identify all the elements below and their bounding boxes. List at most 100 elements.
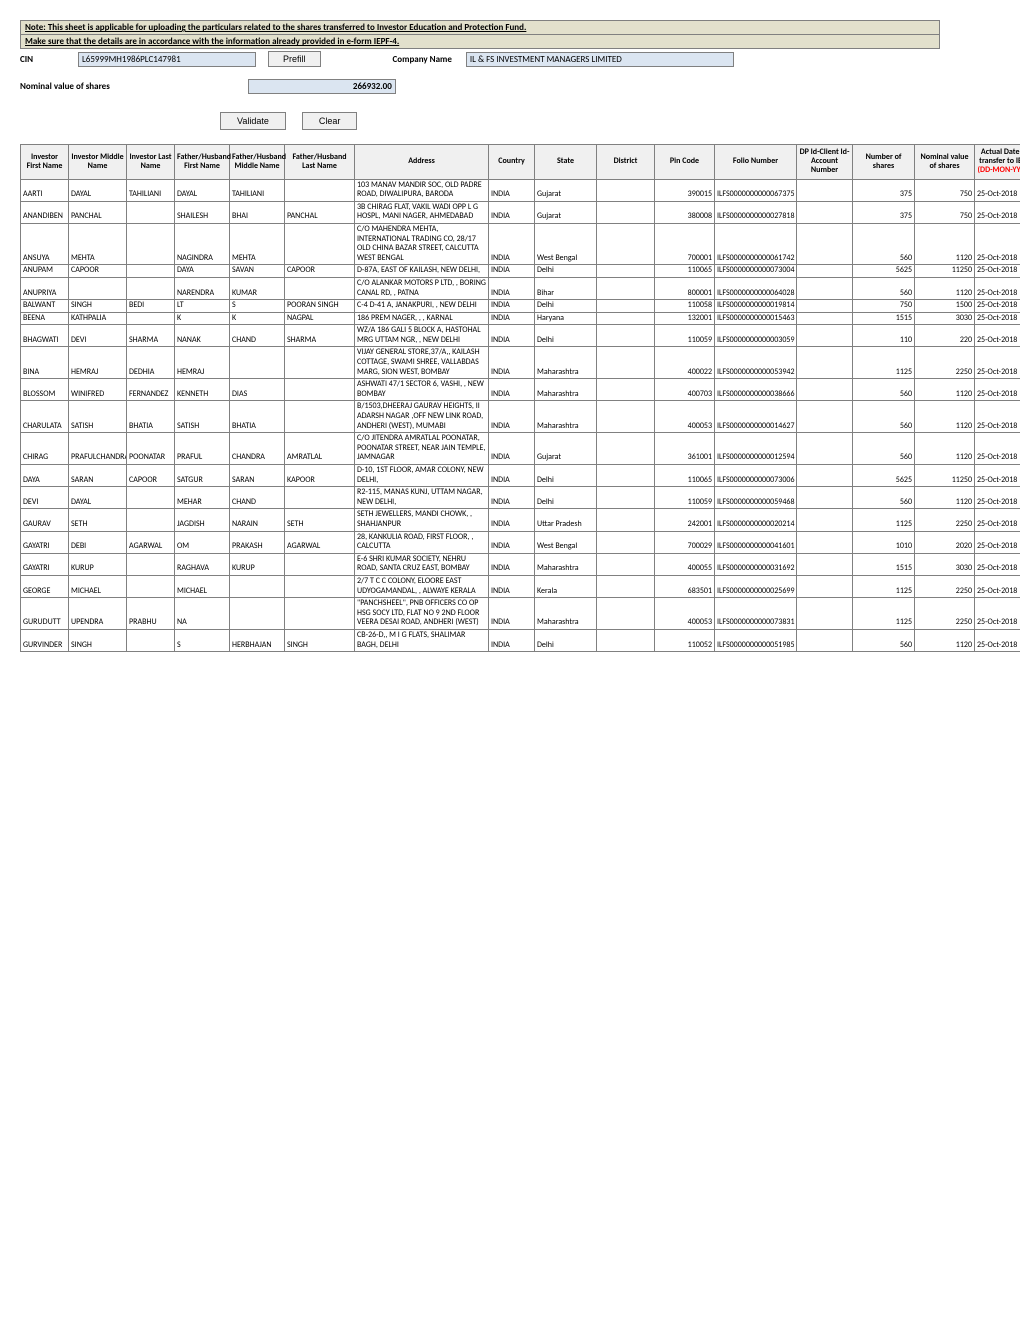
cell-ln: DEDHIA (127, 347, 175, 379)
cell-dp (797, 379, 853, 401)
cell-district (597, 509, 655, 531)
cell-country: INDIA (489, 487, 535, 509)
cell-hfn: OM (175, 531, 230, 553)
cell-folio: ILFS0000000000053942 (715, 347, 797, 379)
prefill-button[interactable]: Prefill (268, 51, 321, 67)
cell-numsh: 560 (853, 223, 915, 264)
cell-hmn: HERBHAJAN (230, 629, 285, 651)
cell-addr: 103 MANAV MANDIR SOC, OLD PADRE ROAD, DI… (355, 179, 489, 201)
cell-ln (127, 312, 175, 325)
company-field[interactable]: IL & FS INVESTMENT MANAGERS LIMITED (466, 52, 734, 67)
cell-folio: ILFS0000000000073831 (715, 598, 797, 630)
cell-addr: C-4 D-41 A, JANAKPURI, , NEW DELHI (355, 300, 489, 313)
cin-field[interactable]: L65999MH1986PLC147981 (78, 52, 256, 67)
cell-state: Maharashtra (535, 553, 597, 575)
col-header: Folio Number (715, 145, 797, 180)
cell-mn: DEVI (69, 325, 127, 347)
table-row: GAYATRIKURUPRAGHAVAKURUPE-6 SHRI KUMAR S… (21, 553, 1020, 575)
cell-hln (285, 277, 355, 299)
cell-district (597, 179, 655, 201)
cell-fn: AARTI (21, 179, 69, 201)
cell-nom: 750 (915, 201, 975, 223)
cell-hln: POORAN SINGH (285, 300, 355, 313)
cell-country: INDIA (489, 379, 535, 401)
cell-district (597, 465, 655, 487)
cell-date: 25-Oct-2018 (975, 629, 1020, 651)
cell-mn (69, 277, 127, 299)
cell-hfn: K (175, 312, 230, 325)
cell-hmn: BHATIA (230, 401, 285, 433)
clear-button[interactable]: Clear (302, 112, 358, 130)
cell-hln (285, 487, 355, 509)
cin-label: CIN (20, 54, 78, 65)
cell-date: 25-Oct-2018 (975, 300, 1020, 313)
cell-addr: VIJAY GENERAL STORE,37/A,, KAILASH COTTA… (355, 347, 489, 379)
cell-folio: ILFS0000000000059468 (715, 487, 797, 509)
cell-mn: MEHTA (69, 223, 127, 264)
cell-hmn: SAVAN (230, 265, 285, 278)
table-row: BEENAKATHPALIAKKNAGPAL186 PREM NAGER, , … (21, 312, 1020, 325)
cell-date: 25-Oct-2018 (975, 509, 1020, 531)
cell-ln (127, 575, 175, 597)
cell-state: Haryana (535, 312, 597, 325)
note-line-1: Note: This sheet is applicable for uploa… (20, 20, 940, 35)
cell-district (597, 379, 655, 401)
cell-ln (127, 553, 175, 575)
cell-addr: WZ/A 186 GALI 5 BLOCK A, HASTOHAL MRG UT… (355, 325, 489, 347)
cell-ln: AGARWAL (127, 531, 175, 553)
cell-folio: ILFS0000000000014627 (715, 401, 797, 433)
cell-date: 25-Oct-2018 (975, 401, 1020, 433)
validate-button[interactable]: Validate (220, 112, 286, 130)
cell-pin: 361001 (655, 433, 715, 465)
cell-hln: PANCHAL (285, 201, 355, 223)
cell-numsh: 375 (853, 179, 915, 201)
cell-ln: CAPOOR (127, 465, 175, 487)
cell-dp (797, 277, 853, 299)
cell-pin: 110058 (655, 300, 715, 313)
cell-ln (127, 223, 175, 264)
cell-numsh: 375 (853, 201, 915, 223)
cell-folio: ILFS0000000000025699 (715, 575, 797, 597)
cell-date: 25-Oct-2018 (975, 347, 1020, 379)
cell-nom: 1120 (915, 379, 975, 401)
col-header: Father/Husband Middle Name (230, 145, 285, 180)
cell-pin: 110065 (655, 265, 715, 278)
table-row: GAURAVSETHJAGDISHNARAINSETHSETH JEWELLER… (21, 509, 1020, 531)
cell-mn: SATISH (69, 401, 127, 433)
cell-district (597, 223, 655, 264)
nominal-label: Nominal value of shares (20, 81, 118, 92)
company-label: Company Name (393, 54, 460, 65)
cell-hfn: HEMRAJ (175, 347, 230, 379)
cell-dp (797, 629, 853, 651)
cell-dp (797, 553, 853, 575)
cell-pin: 400053 (655, 598, 715, 630)
cell-fn: DAYA (21, 465, 69, 487)
cell-state: Maharashtra (535, 401, 597, 433)
cell-folio: ILFS0000000000012594 (715, 433, 797, 465)
cell-hmn: SARAN (230, 465, 285, 487)
cell-hmn: S (230, 300, 285, 313)
cell-country: INDIA (489, 265, 535, 278)
nominal-field[interactable]: 266932.00 (248, 79, 396, 94)
cell-ln (127, 487, 175, 509)
cell-district (597, 312, 655, 325)
cell-nom: 1500 (915, 300, 975, 313)
cell-hmn (230, 575, 285, 597)
cell-dp (797, 465, 853, 487)
cell-addr: SETH JEWELLERS, MANDI CHOWK, , SHAHJANPU… (355, 509, 489, 531)
cell-hfn: NAGINDRA (175, 223, 230, 264)
cell-addr: 3B CHIRAG FLAT, VAKIL WADI OPP L G HOSPL… (355, 201, 489, 223)
table-row: ANANDIBENPANCHALSHAILESHBHAIPANCHAL3B CH… (21, 201, 1020, 223)
cell-country: INDIA (489, 223, 535, 264)
cell-fn: CHIRAG (21, 433, 69, 465)
cell-district (597, 487, 655, 509)
cell-folio: ILFS0000000000064028 (715, 277, 797, 299)
cell-date: 25-Oct-2018 (975, 553, 1020, 575)
cell-fn: BINA (21, 347, 69, 379)
col-header: Pin Code (655, 145, 715, 180)
cell-pin: 700029 (655, 531, 715, 553)
note-line-2: Make sure that the details are in accord… (20, 35, 940, 49)
cell-mn: HEMRAJ (69, 347, 127, 379)
col-header: Country (489, 145, 535, 180)
cell-addr: R2-115, MANAS KUNJ, UTTAM NAGAR, NEW DEL… (355, 487, 489, 509)
